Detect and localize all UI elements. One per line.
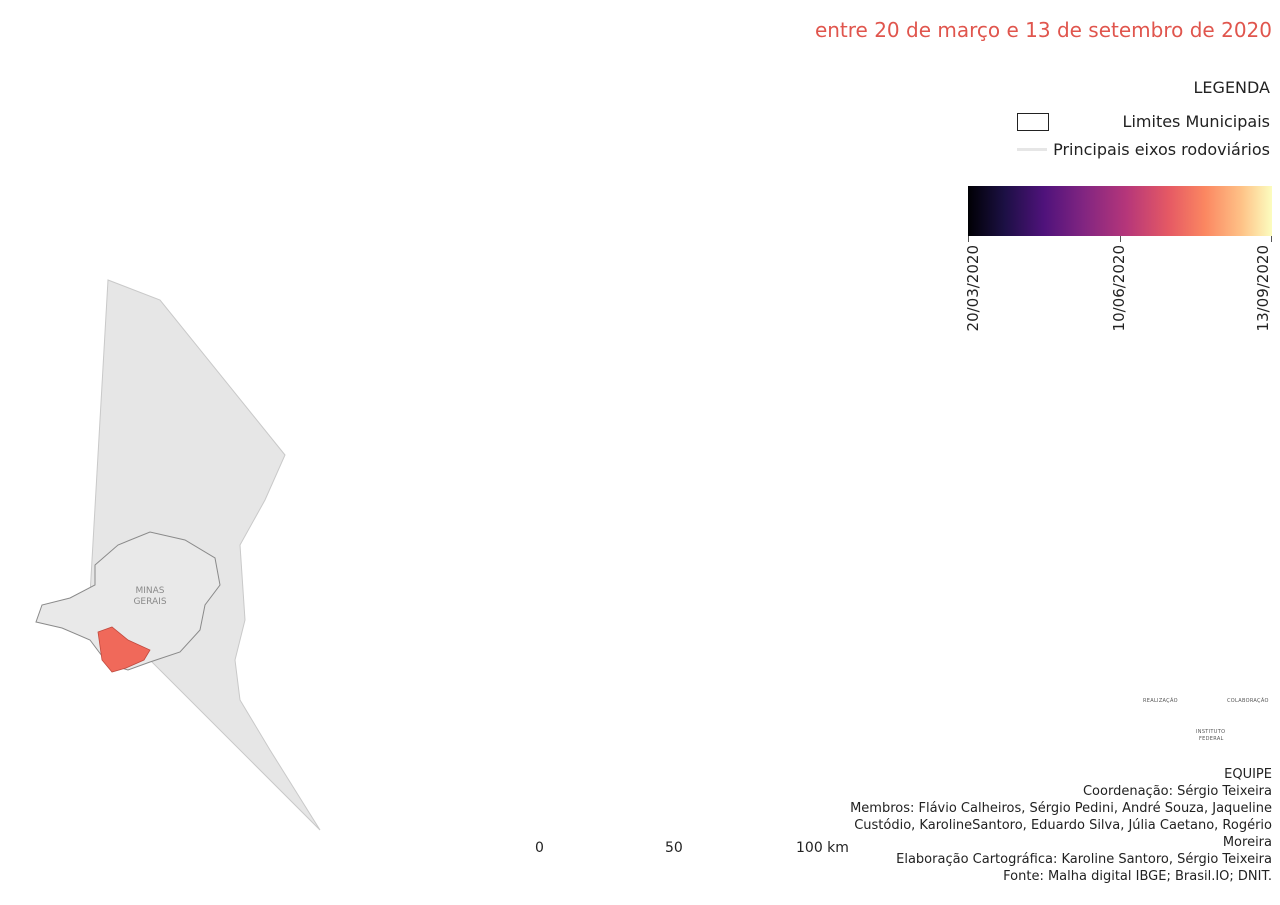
legend-title: LEGENDA [1193,78,1270,97]
logo-caption-realizacao: REALIZAÇÃO [1143,698,1178,704]
logo-caption-instituto-2: FEDERAL [1199,736,1224,742]
logo-caption-cidacovid: CIDACOVID [1106,720,1140,726]
map-subtitle: entre 20 de março e 13 de setembro de 20… [814,18,1272,42]
credits-coordenacao: Coordenação: Sérgio Teixeira [1082,784,1272,799]
roads-swatch [1017,148,1047,151]
credits-membros-3: Moreira [1222,835,1272,850]
credits-elaboracao: Elaboração Cartográfica: Karoline Santor… [896,852,1272,867]
highlighted-region [97,626,151,673]
scale-label-0: 0 [535,840,544,856]
credits-membros-1: Membros: Flávio Calheiros, Sérgio Pedini… [850,801,1272,816]
logo-caption-colaboracao: COLABORAÇÃO [1227,698,1269,704]
credits-fonte: Fonte: Malha digital IBGE; Brasil.IO; DN… [1003,869,1272,884]
inset-label-line2: GERAIS [133,597,167,607]
minas-gerais-outline [35,531,221,671]
legend-item-municipal-limits: Limites Municipais [1122,112,1270,131]
ramp-tick-mid [1120,236,1121,242]
municipal-limits-swatch [1017,113,1049,131]
scale-label-100: 100 km [796,840,849,856]
credits-block: EQUIPE Coordenação: Sérgio Teixeira Memb… [832,766,1272,885]
ramp-tick-end [1271,236,1272,242]
state-locator-inset [35,279,321,831]
legend-item-roads: Principais eixos rodoviários [1053,140,1270,159]
ramp-label-mid: 10/06/2020 [1110,245,1128,332]
ramp-tick-start [968,236,969,242]
inset-state-label: MINAS GERAIS [125,586,175,608]
ramp-label-end: 13/09/2020 [1254,245,1272,332]
inset-label-line1: MINAS [135,586,165,596]
date-color-ramp [968,186,1272,236]
credits-membros-2: Custódio, KarolineSantoro, Eduardo Silva… [854,818,1272,833]
credits-heading: EQUIPE [1224,767,1272,782]
scale-label-50: 50 [665,840,683,856]
ramp-label-start: 20/03/2020 [964,245,982,332]
logo-caption-instituto-1: INSTITUTO [1196,729,1226,735]
